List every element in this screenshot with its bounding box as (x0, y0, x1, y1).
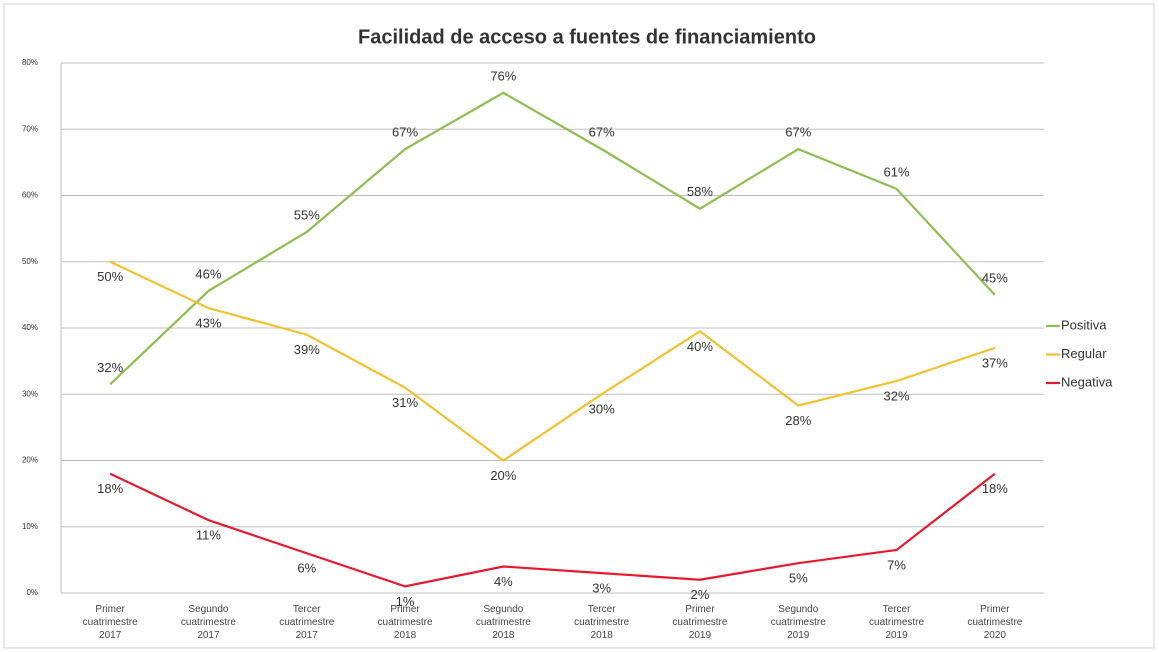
data-label: 32% (97, 360, 123, 375)
series-line (109, 472, 996, 588)
data-label: 43% (195, 316, 221, 331)
x-tick-label: Segundo cuatrimestre 2019 (770, 604, 826, 641)
data-label: 5% (789, 571, 808, 586)
x-tick-label: Tercer cuatrimestre 2017 (279, 604, 335, 641)
x-tick-label: Primer cuatrimestre 2019 (672, 604, 728, 641)
data-label: 40% (687, 339, 713, 354)
data-label: 1% (396, 594, 415, 609)
data-label: 18% (97, 481, 123, 496)
frame (3, 3, 1155, 649)
y-tick-label: 10% (22, 522, 38, 531)
x-tick-label: Primer cuatrimestre 2017 (82, 604, 138, 641)
data-label: 67% (589, 125, 615, 140)
data-label: 39% (294, 342, 320, 357)
y-tick-label: 0% (26, 588, 38, 597)
legend-label: Regular (1061, 346, 1107, 361)
data-label: 76% (490, 68, 516, 83)
data-label: 37% (982, 355, 1008, 370)
y-tick-label: 80% (22, 58, 38, 67)
data-label: 46% (195, 266, 221, 281)
x-tick-label: Primer cuatrimestre 2018 (377, 604, 433, 641)
data-label: 67% (785, 125, 811, 140)
x-tick-label: Segundo cuatrimestre 2017 (180, 604, 236, 641)
data-label: 4% (494, 574, 513, 589)
y-tick-label: 60% (22, 191, 38, 200)
data-label: 67% (392, 125, 418, 140)
data-label: 50% (97, 269, 123, 284)
chart-title: Facilidad de acceso a fuentes de financi… (358, 26, 816, 48)
data-label: 58% (687, 184, 713, 199)
legend-label: Negativa (1061, 374, 1113, 389)
x-tick-label: Tercer cuatrimestre 2019 (869, 604, 925, 641)
series-line (109, 260, 996, 462)
data-label: 2% (691, 587, 710, 602)
legend-label: Positiva (1061, 317, 1107, 332)
data-label: 11% (196, 528, 221, 543)
y-tick-label: 50% (22, 257, 38, 266)
data-label: 55% (294, 207, 320, 222)
data-label: 32% (884, 388, 910, 403)
y-tick-label: 20% (22, 456, 38, 465)
data-label: 20% (490, 468, 516, 483)
y-tick-label: 70% (22, 124, 38, 133)
x-tick-label: Segundo cuatrimestre 2018 (475, 604, 531, 641)
data-label: 7% (887, 557, 906, 572)
y-tick-label: 40% (22, 323, 38, 332)
data-label: 45% (982, 270, 1008, 285)
data-label: 31% (392, 395, 418, 410)
data-label: 3% (592, 581, 611, 596)
data-label: 30% (589, 402, 615, 417)
series-line (109, 91, 996, 386)
x-tick-label: Primer cuatrimestre 2020 (967, 604, 1023, 641)
data-label: 28% (785, 413, 811, 428)
data-label: 61% (884, 164, 910, 179)
data-label: 6% (297, 561, 316, 576)
y-tick-label: 30% (22, 389, 38, 398)
data-label: 18% (982, 481, 1008, 496)
x-tick-label: Tercer cuatrimestre 2018 (574, 604, 630, 641)
